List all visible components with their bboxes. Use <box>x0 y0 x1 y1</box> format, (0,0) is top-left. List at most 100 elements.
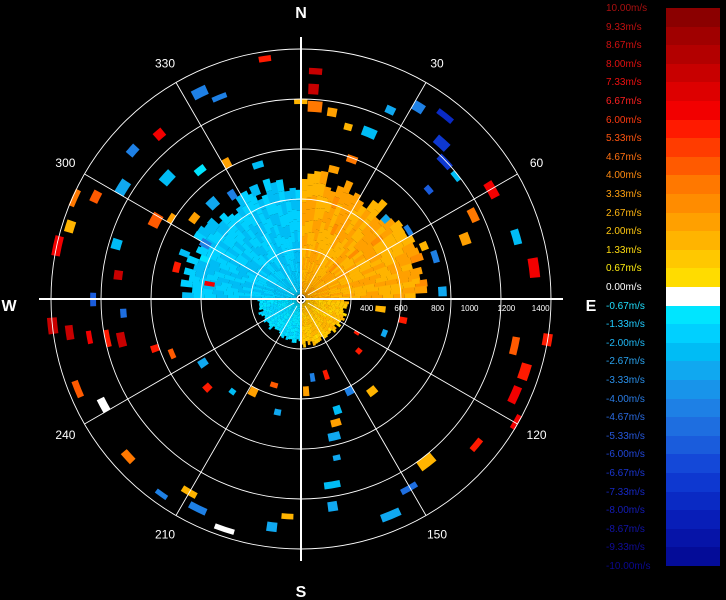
echo-cell <box>380 328 389 338</box>
echo-bin <box>231 244 244 256</box>
echo-bin <box>309 318 313 323</box>
echo-bin <box>210 247 223 258</box>
echo-bin <box>335 312 341 317</box>
echo-bin <box>280 202 288 215</box>
echo-bin <box>288 273 295 285</box>
echo-bin <box>405 247 420 259</box>
echo-bin <box>337 191 349 206</box>
echo-bin <box>282 310 287 314</box>
echo-bin <box>313 323 317 328</box>
echo-bin <box>325 247 334 259</box>
echo-bin <box>389 219 404 233</box>
echo-cell <box>188 211 201 225</box>
echo-bin <box>330 237 340 249</box>
echo-bin <box>319 266 330 278</box>
legend-label: -9.33m/s <box>606 542 645 554</box>
echo-bin <box>299 303 301 308</box>
echo-bin <box>320 306 325 310</box>
echo-bin <box>305 301 309 305</box>
legend-label: 0.00m/s <box>606 282 642 293</box>
echo-bin <box>303 307 306 312</box>
echo-bin <box>304 312 307 317</box>
echo-bin <box>205 251 219 262</box>
echo-bin <box>228 267 240 275</box>
echo-bin <box>293 301 297 304</box>
echo-bin <box>324 309 330 314</box>
range-label: 600 <box>394 304 408 313</box>
echo-bin <box>286 323 290 329</box>
echo-bin <box>270 312 275 316</box>
echo-bin <box>307 263 313 274</box>
echo-bin <box>383 257 398 268</box>
echo-bin <box>234 235 246 246</box>
echo-bin <box>342 293 355 298</box>
echo-bin <box>276 326 281 331</box>
echo-bin <box>319 256 328 268</box>
echo-cell <box>332 404 343 416</box>
echo-bin <box>303 307 306 313</box>
echo-bin <box>296 303 299 307</box>
echo-bin <box>340 279 354 287</box>
echo-bin <box>304 307 307 312</box>
echo-bin <box>268 325 273 331</box>
echo-bin <box>325 307 331 311</box>
echo-bin <box>212 289 224 295</box>
echo-bin <box>283 315 287 320</box>
echo-bin <box>269 307 274 311</box>
echo-bin <box>327 327 332 332</box>
echo-bin <box>320 237 329 250</box>
echo-cell <box>450 170 462 183</box>
echo-bin <box>337 311 343 315</box>
echo-bin <box>309 300 315 302</box>
echo-bin <box>314 282 326 290</box>
echo-bin <box>288 307 292 311</box>
echo-bin <box>351 282 365 289</box>
echo-cell <box>398 316 408 325</box>
echo-bin <box>332 317 337 322</box>
echo-bin <box>273 312 278 317</box>
azimuth-label: 60 <box>530 156 544 170</box>
echo-bin <box>310 307 315 311</box>
echo-bin <box>269 201 279 215</box>
echo-bin <box>369 222 383 235</box>
echo-bin <box>290 248 295 261</box>
echo-bin <box>266 319 271 323</box>
echo-bin <box>307 324 311 330</box>
echo-cell <box>110 237 123 251</box>
echo-bin <box>298 321 300 326</box>
legend-swatch <box>666 417 720 436</box>
echo-bin <box>342 305 347 309</box>
echo-bin <box>314 299 319 301</box>
echo-bin <box>288 331 293 336</box>
echo-bin <box>267 312 272 316</box>
echo-bin <box>302 307 305 312</box>
echo-bin <box>307 304 312 307</box>
echo-bin <box>316 312 321 317</box>
echo-bin <box>375 266 389 275</box>
echo-bin <box>279 315 284 320</box>
azimuth-label: 120 <box>527 428 547 442</box>
echo-bin <box>358 259 372 270</box>
echo-cell <box>343 122 353 132</box>
echo-bin <box>294 314 297 319</box>
echo-bin <box>315 323 320 329</box>
echo-bin <box>342 312 347 317</box>
echo-bin <box>369 253 383 264</box>
echo-bin <box>304 285 313 296</box>
echo-bin <box>304 302 308 306</box>
legend-swatch <box>666 156 720 176</box>
echo-bin <box>292 305 296 309</box>
echo-bin <box>343 237 355 250</box>
echo-bin <box>316 332 321 338</box>
echo-bin <box>302 257 306 271</box>
echo-bin <box>279 303 284 306</box>
echo-bin <box>381 233 396 245</box>
legend-swatch <box>666 63 720 83</box>
echo-bin <box>365 233 378 246</box>
echo-bin <box>322 315 327 319</box>
echo-bin <box>268 322 273 327</box>
echo-bin <box>308 328 312 334</box>
echo-bin <box>313 250 320 263</box>
echo-bin <box>284 316 289 320</box>
echo-bin <box>314 329 319 334</box>
